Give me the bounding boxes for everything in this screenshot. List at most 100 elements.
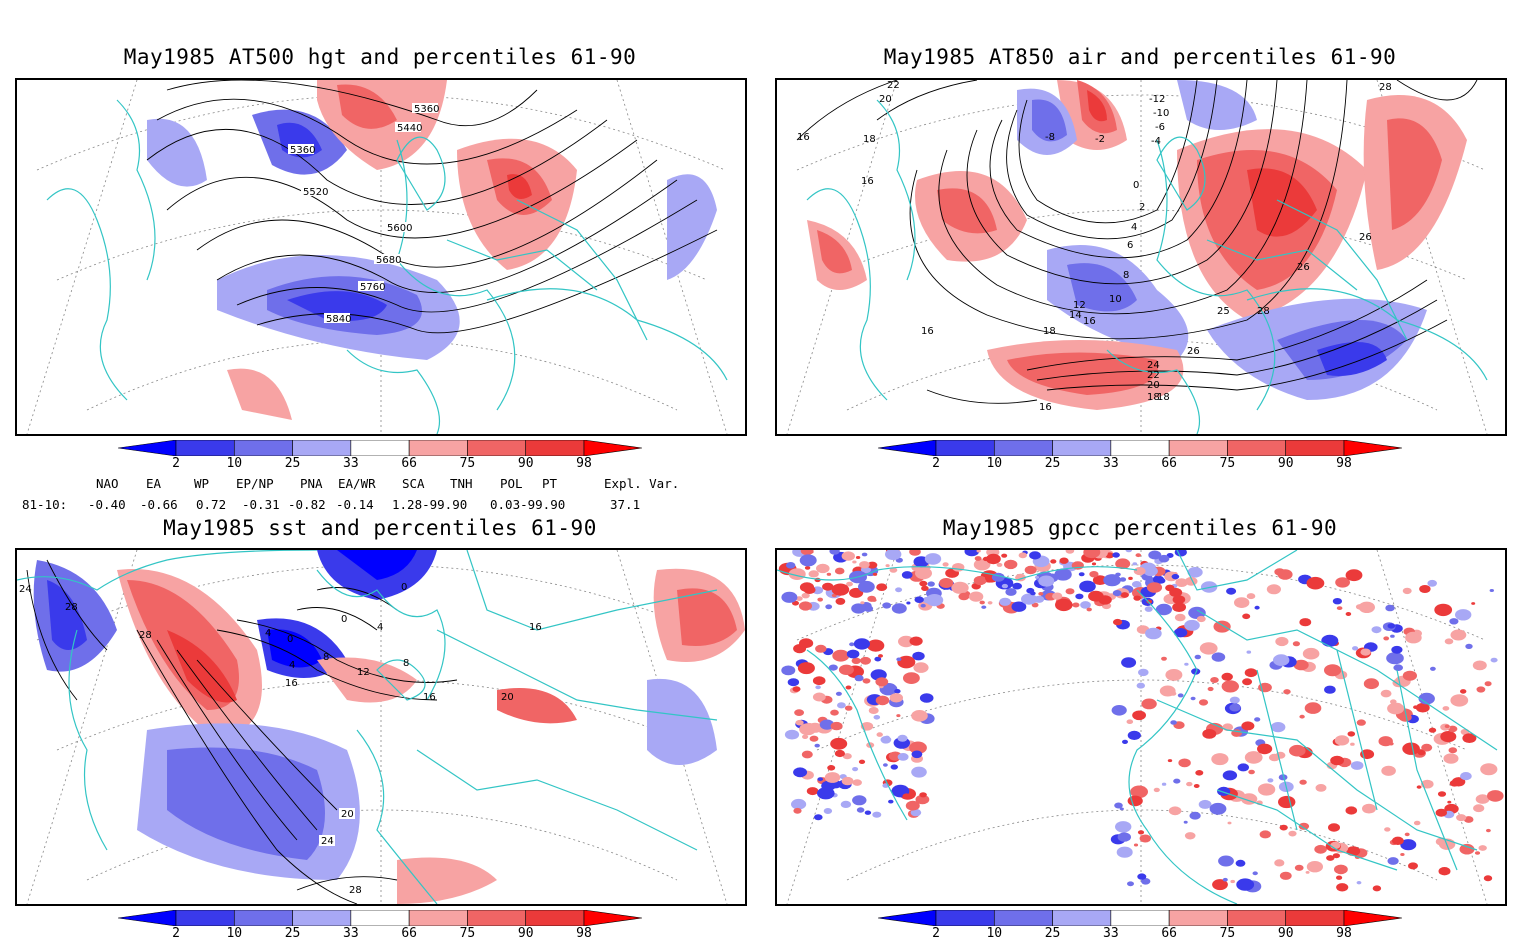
colorbar-tick-label: 75 bbox=[1219, 456, 1236, 471]
colorbar-segment bbox=[1227, 910, 1287, 926]
panel-title-sst: May1985 sst and percentiles 61-90 bbox=[163, 516, 597, 540]
colorbar-tick-label: 2 bbox=[172, 926, 180, 941]
index-header: POL bbox=[500, 476, 523, 491]
map-panel-hgt500: 5360 5440 5360 5520 5600 5680 5760 5840 bbox=[15, 78, 747, 436]
colorbar-segment bbox=[583, 440, 642, 456]
contour-label: -10 bbox=[1153, 108, 1169, 119]
contour-label: 8 bbox=[1123, 270, 1129, 281]
colorbar-tick-label: 90 bbox=[517, 926, 534, 941]
contour-label: 0 bbox=[341, 614, 347, 625]
contour-label: 28 bbox=[65, 602, 78, 613]
contour-label: 0 bbox=[401, 582, 407, 593]
colorbar-segment bbox=[1168, 910, 1228, 926]
colorbar-air850 bbox=[878, 440, 1402, 456]
contour-label: 8 bbox=[323, 652, 329, 663]
colorbar-tick-label: 2 bbox=[932, 926, 940, 941]
contour-label: 16 bbox=[921, 326, 934, 337]
coastlines bbox=[17, 550, 718, 904]
contour-label: 6 bbox=[1127, 240, 1133, 251]
contour-label: -2 bbox=[1095, 134, 1105, 145]
index-value: -0.66 bbox=[140, 497, 178, 512]
colorbar-tick-label: 25 bbox=[284, 926, 301, 941]
contour-label: 20 bbox=[1147, 380, 1160, 391]
contour-label: 16 bbox=[423, 692, 436, 703]
colorbar-tick-label: 66 bbox=[401, 926, 417, 941]
contour-label: 0 bbox=[287, 634, 293, 645]
colorbar-tick-label: 33 bbox=[343, 926, 359, 941]
contour-label: 4 bbox=[377, 622, 383, 633]
colorbar-segment bbox=[935, 440, 995, 456]
index-header: EA bbox=[146, 476, 162, 491]
contour-label: 16 bbox=[529, 622, 542, 633]
index-header: NAO bbox=[96, 476, 119, 491]
colorbar-tick-label: 98 bbox=[1336, 926, 1352, 941]
colorbar-segment bbox=[993, 910, 1053, 926]
colorbar-tick-label: 10 bbox=[226, 456, 243, 471]
colorbar-tick-label: 66 bbox=[1161, 456, 1177, 471]
colorbar-segment bbox=[1343, 440, 1402, 456]
colorbar-segment bbox=[935, 910, 995, 926]
contour-label: -4 bbox=[1151, 136, 1161, 147]
colorbar-segment bbox=[467, 440, 527, 456]
contour-label: 24 bbox=[1147, 360, 1160, 371]
contour-label: 18 bbox=[1043, 326, 1056, 337]
contour-label: 5440 bbox=[397, 123, 422, 134]
colorbar-tick-label: 25 bbox=[1044, 926, 1061, 941]
map-panel-gpcc bbox=[775, 548, 1507, 906]
colorbar-segment bbox=[292, 910, 352, 926]
index-value: 0.03-99.90 bbox=[490, 497, 566, 512]
contour-label: 25 bbox=[1217, 306, 1230, 317]
colorbar-segment bbox=[1285, 910, 1345, 926]
contour-label: 20 bbox=[341, 809, 354, 820]
colorbar-tick-label: 2 bbox=[172, 456, 180, 471]
contour-labels: 24 28 28 4 0 4 8 12 16 0 0 8 4 16 20 16 … bbox=[19, 582, 542, 896]
height-contours bbox=[146, 80, 718, 334]
index-header: PNA bbox=[300, 476, 323, 491]
colorbar-tick-label: 90 bbox=[1277, 926, 1294, 941]
coastlines bbox=[777, 550, 1498, 904]
contour-label: 10 bbox=[1109, 294, 1122, 305]
colorbar-segment bbox=[467, 910, 527, 926]
temperature-contours bbox=[796, 80, 1478, 404]
index-value: -0.82 bbox=[288, 497, 326, 512]
colorbar-tick-label: 90 bbox=[517, 456, 534, 471]
panel-title-air850: May1985 AT850 air and percentiles 61-90 bbox=[883, 45, 1397, 69]
colorbar-segment bbox=[993, 440, 1053, 456]
colorbar-segment bbox=[1227, 440, 1287, 456]
anomaly-shading bbox=[33, 550, 745, 904]
colorbar-hgt500 bbox=[118, 440, 642, 456]
contour-label: 0 bbox=[1133, 180, 1139, 191]
colorbar-segment bbox=[878, 910, 937, 926]
contour-label: 26 bbox=[1359, 232, 1372, 243]
colorbar-segment bbox=[878, 440, 937, 456]
colorbar-segment bbox=[1168, 440, 1228, 456]
contour-label: 12 bbox=[357, 667, 370, 678]
contour-label: 22 bbox=[1147, 370, 1160, 381]
colorbar-tick-label: 33 bbox=[1103, 926, 1119, 941]
contour-labels: 5360 5440 5360 5520 5600 5680 5760 5840 bbox=[288, 103, 439, 325]
contour-labels: 22 20 18 16 16 -12 -10 -8 -6 -4 -2 0 2 4… bbox=[797, 80, 1392, 413]
colorbar-tick-label: 10 bbox=[986, 456, 1003, 471]
contour-label: 5360 bbox=[290, 145, 315, 156]
colorbar-segment bbox=[525, 910, 585, 926]
contour-label: 5520 bbox=[303, 187, 328, 198]
colorbar-segment bbox=[233, 440, 293, 456]
colorbar-tick-label: 66 bbox=[401, 456, 417, 471]
anomaly-shading bbox=[147, 80, 717, 420]
index-header: EA/WR bbox=[338, 476, 376, 491]
contour-label: 16 bbox=[861, 176, 874, 187]
index-row-label: 81-10: bbox=[22, 497, 68, 512]
index-value: 0.72 bbox=[196, 497, 227, 512]
colorbar-segment bbox=[1052, 910, 1112, 926]
colorbar-tick-label: 25 bbox=[1044, 456, 1061, 471]
contour-label: 18 bbox=[1157, 392, 1170, 403]
sst-contours bbox=[26, 559, 458, 904]
colorbar-tick-label: 75 bbox=[1219, 926, 1236, 941]
colorbar-segment bbox=[118, 440, 177, 456]
colorbar-sst bbox=[118, 910, 642, 926]
contour-label: 5600 bbox=[387, 223, 412, 234]
colorbar-tick-label: 66 bbox=[1161, 926, 1177, 941]
colorbar-segment bbox=[408, 910, 468, 926]
contour-label: 2 bbox=[1139, 202, 1145, 213]
contour-label: 18 bbox=[1147, 392, 1160, 403]
